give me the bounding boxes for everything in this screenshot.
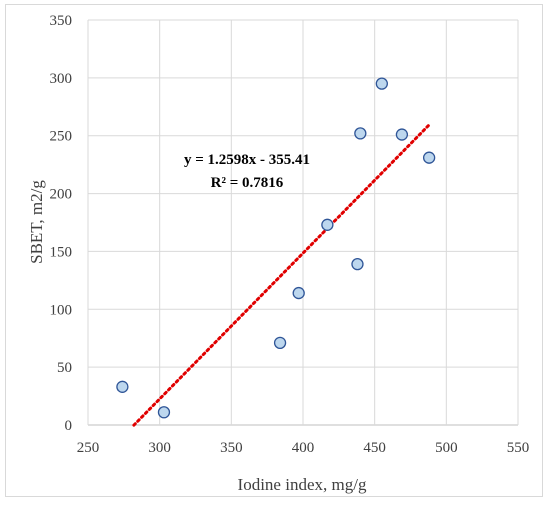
x-tick-label: 250 bbox=[77, 440, 100, 456]
y-tick-label: 250 bbox=[50, 129, 73, 145]
y-tick-label: 350 bbox=[50, 13, 73, 29]
data-point bbox=[157, 406, 171, 419]
data-point bbox=[395, 128, 409, 141]
y-tick-label: 50 bbox=[57, 360, 72, 376]
trendline-equation: y = 1.2598x - 355.41 bbox=[184, 152, 310, 168]
data-point bbox=[354, 127, 367, 140]
trendline-group bbox=[132, 123, 431, 427]
x-tick-label: 300 bbox=[148, 440, 171, 456]
data-point bbox=[422, 151, 436, 164]
y-tick-labels: 0 50 100 150 200 250 300 350 bbox=[50, 13, 73, 434]
y-tick-label: 0 bbox=[65, 418, 73, 434]
data-point bbox=[321, 218, 334, 231]
trendline bbox=[132, 123, 431, 427]
x-tick-label: 500 bbox=[435, 440, 458, 456]
data-point bbox=[273, 336, 287, 349]
r-squared-label: R² = 0.7816 bbox=[211, 175, 284, 191]
y-tick-label: 150 bbox=[50, 244, 73, 260]
data-point bbox=[351, 258, 364, 271]
x-tick-labels: 250 300 350 400 450 500 550 bbox=[77, 440, 530, 456]
y-tick-label: 200 bbox=[50, 187, 73, 203]
x-tick-label: 400 bbox=[292, 440, 315, 456]
y-axis-title: SBET, m2/g bbox=[27, 180, 46, 264]
data-point bbox=[116, 380, 129, 393]
data-point bbox=[292, 286, 305, 300]
chart-area bbox=[5, 4, 543, 497]
x-axis-title: Iodine index, mg/g bbox=[238, 475, 367, 494]
grid-lines bbox=[87, 19, 519, 426]
data-point bbox=[375, 77, 388, 90]
x-tick-label: 450 bbox=[363, 440, 386, 456]
x-tick-label: 550 bbox=[507, 440, 530, 456]
x-tick-label: 350 bbox=[220, 440, 243, 456]
data-points bbox=[116, 77, 436, 419]
y-tick-label: 300 bbox=[50, 71, 73, 87]
y-tick-label: 100 bbox=[50, 302, 73, 318]
